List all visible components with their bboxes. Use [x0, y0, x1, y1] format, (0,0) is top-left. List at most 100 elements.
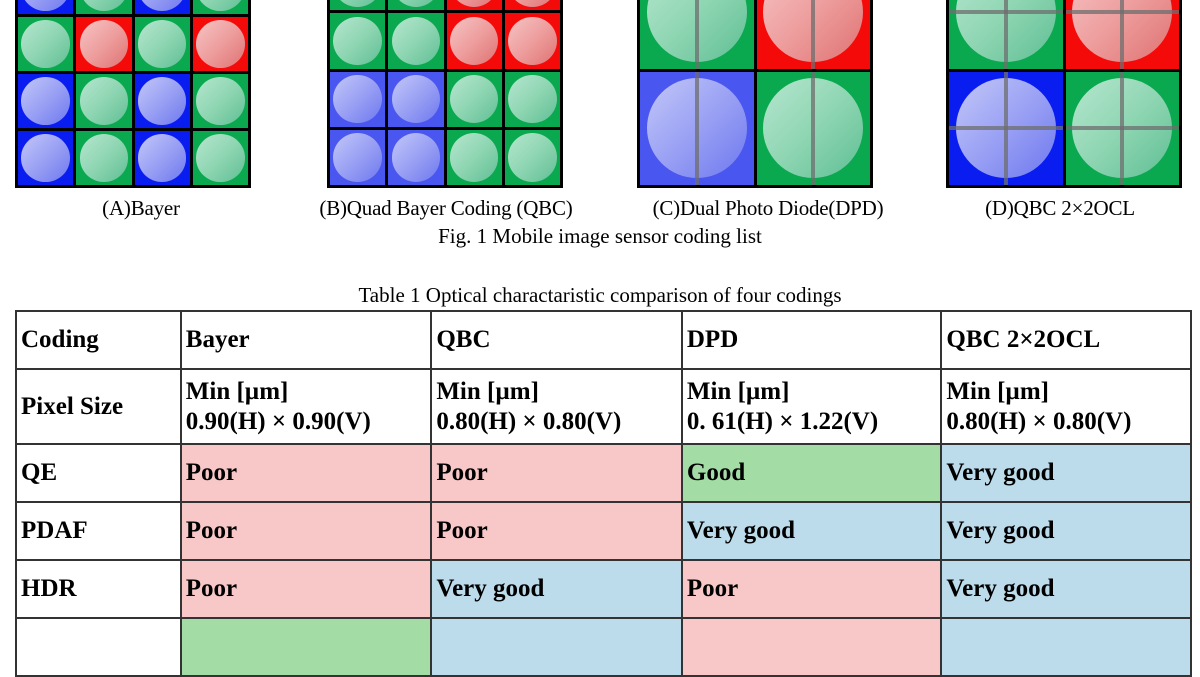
- pixel-green: [1065, 71, 1179, 185]
- table-header-row: Coding Bayer QBC DPD QBC 2×2OCL: [15, 310, 1192, 370]
- pixel-blue: [949, 71, 1063, 185]
- header-cell-bayer: Bayer: [179, 310, 433, 370]
- pixel-size-cell: Min [µm] 0.90(H) × 0.90(V): [179, 368, 433, 445]
- microlens-icon: [333, 133, 382, 182]
- microlens-icon: [79, 134, 129, 182]
- photodiode-split-line: [694, 71, 699, 185]
- pixel-size-unit: Min [µm]: [185, 377, 289, 405]
- microlens-icon: [137, 0, 187, 11]
- pixel-green: [504, 129, 560, 185]
- pixel-green: [18, 17, 74, 71]
- pixel-green: [76, 74, 132, 128]
- pixel-size-unit: Min [µm]: [436, 377, 539, 405]
- pixel-blue: [18, 0, 74, 14]
- microlens-icon: [196, 134, 245, 182]
- pixel-green: [330, 13, 386, 69]
- photodiode-split-line: [694, 0, 699, 69]
- pixel-green: [949, 0, 1063, 69]
- pixel-red: [446, 0, 502, 11]
- pixel-green: [192, 131, 248, 185]
- pixel-red: [192, 17, 248, 71]
- microlens-icon: [196, 0, 245, 11]
- microlens-icon: [21, 20, 70, 68]
- pixel-green: [446, 71, 502, 127]
- photodiode-split-line: [811, 0, 816, 69]
- photodiode-split-line: [1003, 0, 1008, 69]
- rating-cell: Poor: [430, 443, 683, 503]
- photodiode-split-line: [949, 126, 1063, 131]
- microlens-icon: [508, 133, 557, 182]
- microlens-icon: [508, 74, 557, 124]
- figure-title: Fig. 1 Mobile image sensor coding list: [438, 224, 762, 248]
- photodiode-split-line: [1065, 9, 1179, 14]
- table-title: Table 1 Optical charactaristic compariso…: [358, 283, 842, 307]
- row-label: PDAF: [15, 501, 182, 561]
- photodiode-split-line: [949, 9, 1063, 14]
- microlens-icon: [391, 0, 441, 7]
- rating-cell: Poor: [680, 559, 943, 619]
- row-label: QE: [15, 443, 182, 503]
- pixel-green: [504, 71, 560, 127]
- microlens-icon: [21, 134, 70, 182]
- microlens-icon: [333, 74, 382, 124]
- pixel-green: [134, 17, 190, 71]
- pixel-green: [76, 0, 132, 14]
- pixel-blue: [134, 0, 190, 14]
- pixel-size-unit: Min [µm]: [946, 377, 1049, 405]
- microlens-icon: [508, 16, 557, 66]
- photodiode-split-line: [1065, 126, 1179, 131]
- microlens-icon: [391, 74, 441, 124]
- rating-cell: Very good: [940, 443, 1192, 503]
- row-label: [15, 617, 182, 677]
- pixel-size-cell: Min [µm] 0.80(H) × 0.80(V): [430, 368, 683, 445]
- rating-cell: Very good: [430, 559, 683, 619]
- microlens-icon: [137, 77, 187, 125]
- comparison-table: Coding Bayer QBC DPD QBC 2×2OCL Pixel Si…: [15, 310, 1192, 677]
- photodiode-split-line: [1120, 0, 1125, 69]
- rating-cell: Very good: [940, 501, 1192, 561]
- pixel-blue: [388, 71, 444, 127]
- rating-cell: [940, 617, 1192, 677]
- pixel-red: [756, 0, 870, 69]
- pixel-blue: [134, 74, 190, 128]
- microlens-icon: [79, 77, 129, 125]
- pixel-size-value: 0.90(H) × 0.90(V): [185, 407, 371, 435]
- microlens-icon: [449, 74, 499, 124]
- rating-cell: Poor: [179, 559, 433, 619]
- pixel-green: [192, 0, 248, 14]
- caption-bayer: (A)Bayer: [102, 196, 180, 220]
- pixel-green: [330, 0, 386, 11]
- microlens-icon: [508, 0, 557, 7]
- pixel-red: [504, 13, 560, 69]
- pixel-red: [446, 13, 502, 69]
- dual-photo-diode-pattern-diagram: [637, 0, 873, 188]
- pixel-size-value: 0. 61(H) × 1.22(V): [686, 407, 879, 435]
- pixel-size-value: 0.80(H) × 0.80(V): [946, 407, 1132, 435]
- pixel-green: [756, 71, 870, 185]
- microlens-icon: [137, 20, 187, 68]
- microlens-icon: [391, 133, 441, 182]
- caption-qbc: (B)Quad Bayer Coding (QBC): [319, 196, 573, 220]
- rating-cell: Poor: [179, 443, 433, 503]
- microlens-icon: [79, 20, 129, 68]
- pixel-blue: [330, 71, 386, 127]
- microlens-icon: [449, 16, 499, 66]
- pixel-green: [192, 74, 248, 128]
- rating-cell: Poor: [179, 501, 433, 561]
- header-cell-coding: Coding: [15, 310, 182, 370]
- pixel-blue: [18, 74, 74, 128]
- pixel-green: [388, 13, 444, 69]
- microlens-icon: [137, 134, 187, 182]
- rating-cell: [430, 617, 683, 677]
- rating-cell: [680, 617, 943, 677]
- pixel-green: [76, 131, 132, 185]
- rating-cell: [179, 617, 433, 677]
- qbc-2x2-ocl-pattern-diagram: [946, 0, 1182, 188]
- caption-qbc-2x2-ocl: (D)QBC 2×2OCL: [985, 196, 1135, 220]
- header-cell-dpd: DPD: [680, 310, 943, 370]
- rating-cell: Poor: [430, 501, 683, 561]
- pixel-blue: [18, 131, 74, 185]
- table-row-hdr: HDR Poor Very good Poor Very good: [15, 559, 1192, 619]
- pixel-blue: [330, 129, 386, 185]
- microlens-icon: [333, 16, 382, 66]
